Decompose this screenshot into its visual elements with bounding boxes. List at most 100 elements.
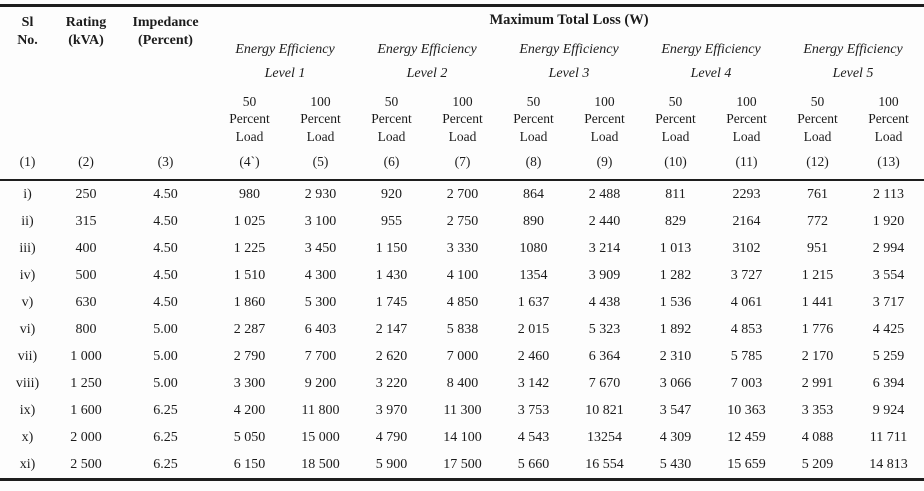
data-cell: 772 bbox=[807, 213, 828, 229]
data-cell: 2 460 bbox=[517, 348, 550, 364]
header-load-1: 50 Percent Load bbox=[229, 93, 270, 144]
header-load-8: 100 Percent Load bbox=[726, 93, 767, 144]
header-row-loads: 50 Percent Load 100 Percent Load 50 Percen… bbox=[0, 88, 924, 150]
row-label: vi) bbox=[19, 321, 36, 337]
document-page: Sl No. Rating (kVA) Impedance (Percent) … bbox=[0, 4, 924, 491]
table-row: ii) 315 4.50 1 025 3 100 955 2 750 890 2 440 829 2… bbox=[0, 208, 924, 235]
data-cell: 5 660 bbox=[517, 456, 550, 472]
data-cell: 9 924 bbox=[872, 402, 905, 418]
data-cell: 1 441 bbox=[801, 294, 834, 310]
column-number-6: (6) bbox=[356, 150, 427, 181]
data-cell: 2 310 bbox=[659, 348, 692, 364]
data-cell: 10 363 bbox=[727, 402, 766, 418]
data-cell: 5.00 bbox=[153, 375, 178, 391]
data-cell: 5 785 bbox=[730, 348, 763, 364]
column-number-12: (12) bbox=[782, 150, 853, 181]
data-cell: 6 403 bbox=[304, 321, 337, 337]
data-cell: 2164 bbox=[732, 213, 761, 229]
data-cell: 7 700 bbox=[304, 348, 337, 364]
data-cell: 10 821 bbox=[585, 402, 624, 418]
data-cell: 1 637 bbox=[517, 294, 550, 310]
data-cell: 1 745 bbox=[375, 294, 408, 310]
header-row-levels: Energy Efficiency Level 1 Energy Efficien… bbox=[0, 36, 924, 88]
header-load-7: 50 Percent Load bbox=[655, 93, 696, 144]
header-load-10: 100 Percent Load bbox=[868, 93, 909, 144]
data-cell: 1 225 bbox=[233, 240, 266, 256]
data-cell: 1354 bbox=[519, 267, 548, 283]
data-cell: 951 bbox=[807, 240, 828, 256]
data-cell: 250 bbox=[75, 186, 97, 202]
column-number-2: (2) bbox=[55, 150, 117, 181]
data-cell: 5.00 bbox=[153, 321, 178, 337]
data-cell: 5 300 bbox=[304, 294, 337, 310]
column-number-13: (13) bbox=[853, 150, 924, 181]
data-cell: 2 750 bbox=[446, 213, 479, 229]
data-cell: 3 753 bbox=[517, 402, 550, 418]
header-impedance-percent: Impedance (Percent) bbox=[132, 15, 199, 49]
data-cell: 11 300 bbox=[443, 402, 482, 418]
data-cell: 2 488 bbox=[588, 186, 621, 202]
data-cell: 4 061 bbox=[730, 294, 763, 310]
data-cell: 3102 bbox=[732, 240, 761, 256]
data-cell: 4 790 bbox=[375, 429, 408, 445]
table-body: i) 250 4.50 980 2 930 920 2 700 864 2 488 811 2293… bbox=[0, 180, 924, 480]
data-cell: 16 554 bbox=[585, 456, 624, 472]
data-cell: 6 150 bbox=[233, 456, 266, 472]
data-cell: 4 200 bbox=[233, 402, 266, 418]
data-cell: 4 300 bbox=[304, 267, 337, 283]
data-cell: 2 500 bbox=[70, 456, 102, 472]
data-cell: 500 bbox=[75, 267, 97, 283]
data-cell: 2 440 bbox=[588, 213, 621, 229]
data-cell: 1 215 bbox=[801, 267, 834, 283]
data-cell: 2293 bbox=[732, 186, 761, 202]
table-row: x) 2 000 6.25 5 050 15 000 4 790 14 100 4 543 13… bbox=[0, 424, 924, 451]
data-cell: 15 659 bbox=[727, 456, 766, 472]
column-number-9: (9) bbox=[569, 150, 640, 181]
data-cell: 6 364 bbox=[588, 348, 621, 364]
data-cell: 2 113 bbox=[873, 186, 905, 202]
data-cell: 4.50 bbox=[153, 267, 178, 283]
data-cell: 1 000 bbox=[70, 348, 102, 364]
data-cell: 1 536 bbox=[659, 294, 692, 310]
table-row: xi) 2 500 6.25 6 150 18 500 5 900 17 500 5 660 1… bbox=[0, 451, 924, 480]
data-cell: 400 bbox=[75, 240, 97, 256]
data-cell: 5 430 bbox=[659, 456, 692, 472]
data-cell: 2 991 bbox=[801, 375, 834, 391]
data-cell: 4 853 bbox=[730, 321, 763, 337]
header-maximum-total-loss: Maximum Total Loss (W) bbox=[489, 12, 649, 28]
data-cell: 14 813 bbox=[869, 456, 908, 472]
data-cell: 15 000 bbox=[301, 429, 340, 445]
data-cell: 3 330 bbox=[446, 240, 479, 256]
data-cell: 920 bbox=[381, 186, 402, 202]
data-cell: 1 250 bbox=[70, 375, 102, 391]
data-cell: 1 860 bbox=[233, 294, 266, 310]
data-cell: 4 088 bbox=[801, 429, 834, 445]
data-cell: 1 150 bbox=[375, 240, 408, 256]
data-cell: 5 209 bbox=[801, 456, 834, 472]
row-label: vii) bbox=[17, 348, 38, 364]
data-cell: 8 400 bbox=[446, 375, 479, 391]
data-cell: 955 bbox=[381, 213, 402, 229]
data-cell: 4.50 bbox=[153, 213, 178, 229]
row-label: i) bbox=[23, 186, 32, 202]
data-cell: 4 100 bbox=[446, 267, 479, 283]
header-load-6: 100 Percent Load bbox=[584, 93, 625, 144]
row-label: v) bbox=[21, 294, 34, 310]
data-cell: 1 920 bbox=[872, 213, 905, 229]
header-load-3: 50 Percent Load bbox=[371, 93, 412, 144]
data-cell: 3 727 bbox=[730, 267, 763, 283]
data-cell: 4 309 bbox=[659, 429, 692, 445]
header-load-9: 50 Percent Load bbox=[797, 93, 838, 144]
data-cell: 761 bbox=[807, 186, 828, 202]
header-rating-kva: Rating (kVA) bbox=[65, 15, 107, 49]
row-label: ii) bbox=[21, 213, 34, 229]
row-label: xi) bbox=[19, 456, 36, 472]
row-label: x) bbox=[21, 429, 34, 445]
data-cell: 9 200 bbox=[304, 375, 337, 391]
data-cell: 6.25 bbox=[153, 402, 178, 418]
data-cell: 13254 bbox=[587, 429, 622, 445]
data-cell: 4 543 bbox=[517, 429, 550, 445]
data-cell: 1 430 bbox=[375, 267, 408, 283]
data-cell: 2 287 bbox=[233, 321, 266, 337]
data-cell: 2 700 bbox=[446, 186, 479, 202]
